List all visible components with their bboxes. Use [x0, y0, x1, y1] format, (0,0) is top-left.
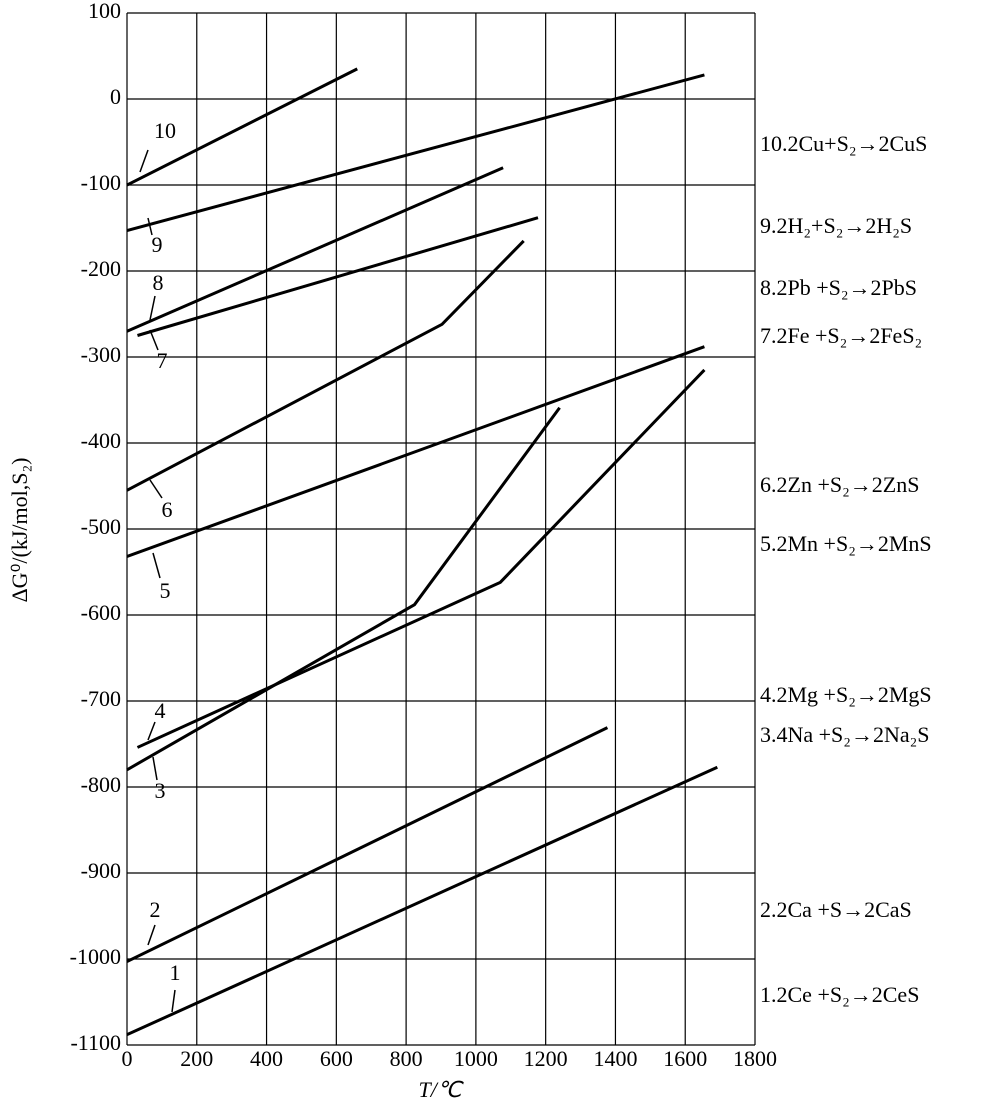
y-tick-label: 100 [88, 0, 121, 23]
series-line [126, 726, 609, 963]
y-tick-label: -400 [81, 428, 121, 453]
legend-entry: 5.2Mn +S₂→2MnS [760, 531, 932, 556]
x-tick-label: 1400 [593, 1046, 637, 1071]
leader-line [149, 479, 163, 499]
y-tick-label: -500 [81, 514, 121, 539]
legend-entry: 9.2H₂+S₂→2H₂S [760, 213, 912, 238]
legend-entry: 3.4Na +S₂→2Na₂S [760, 722, 930, 747]
x-tick-label: 1000 [454, 1046, 498, 1071]
leader-line [149, 329, 159, 351]
series-number: 6 [162, 497, 173, 522]
leader-line [139, 149, 149, 173]
y-tick-label: -600 [81, 600, 121, 625]
y-tick-label: -800 [81, 772, 121, 797]
leader-line [147, 924, 156, 946]
x-tick-label: 1800 [733, 1046, 777, 1071]
legend-entry: 8.2Pb +S₂→2PbS [760, 275, 917, 300]
y-tick-label: 0 [110, 84, 121, 109]
series-number: 4 [155, 698, 166, 723]
x-tick-label: 0 [122, 1046, 133, 1071]
series-line [126, 67, 358, 187]
series-line [126, 406, 561, 772]
legend-entry: 4.2Mg +S₂→2MgS [760, 682, 932, 707]
series-line [126, 765, 718, 1037]
leader-line [152, 756, 158, 781]
x-tick-label: 200 [180, 1046, 213, 1071]
y-tick-label: -700 [81, 686, 121, 711]
series-number: 1 [170, 960, 181, 985]
x-tick-label: 400 [250, 1046, 283, 1071]
leader-line [147, 721, 156, 741]
series-line [126, 239, 525, 492]
series-number: 9 [152, 232, 163, 257]
legend-entry: 6.2Zn +S₂→2ZnS [760, 472, 919, 497]
y-tick-label: -900 [81, 858, 121, 883]
series-line [136, 368, 706, 749]
leader-line [149, 295, 156, 321]
legend-entry: 10.2Cu+S₂→2CuS [760, 131, 927, 156]
y-tick-label: -300 [81, 342, 121, 367]
leader-line [147, 217, 153, 236]
x-tick-label: 1200 [524, 1046, 568, 1071]
series-number: 5 [160, 578, 171, 603]
y-tick-label: -200 [81, 256, 121, 281]
series-number: 3 [155, 778, 166, 803]
series-line [126, 345, 705, 558]
x-tick-label: 600 [320, 1046, 353, 1071]
series-line [126, 166, 504, 333]
series-line [126, 73, 705, 233]
x-tick-label: 1600 [663, 1046, 707, 1071]
y-tick-label: -1100 [70, 1030, 121, 1055]
y-tick-label: -100 [81, 170, 121, 195]
series-number: 10 [154, 118, 176, 143]
legend-entry: 2.2Ca +S→2CaS [760, 897, 912, 922]
series-number: 7 [157, 348, 168, 373]
legend-entry: 1.2Ce +S₂→2CeS [760, 982, 919, 1007]
y-axis-label: ΔG⁰/(kJ/mol,S₂) [7, 458, 32, 603]
leader-line [171, 989, 176, 1013]
x-axis-label: T/℃ [418, 1077, 463, 1102]
leader-line [152, 552, 161, 579]
x-tick-label: 800 [390, 1046, 423, 1071]
series-line [137, 216, 539, 337]
y-tick-label: -1000 [70, 944, 121, 969]
series-number: 8 [153, 270, 164, 295]
series-number: 2 [150, 897, 161, 922]
legend-entry: 7.2Fe +S₂→2FeS₂ [760, 323, 922, 348]
